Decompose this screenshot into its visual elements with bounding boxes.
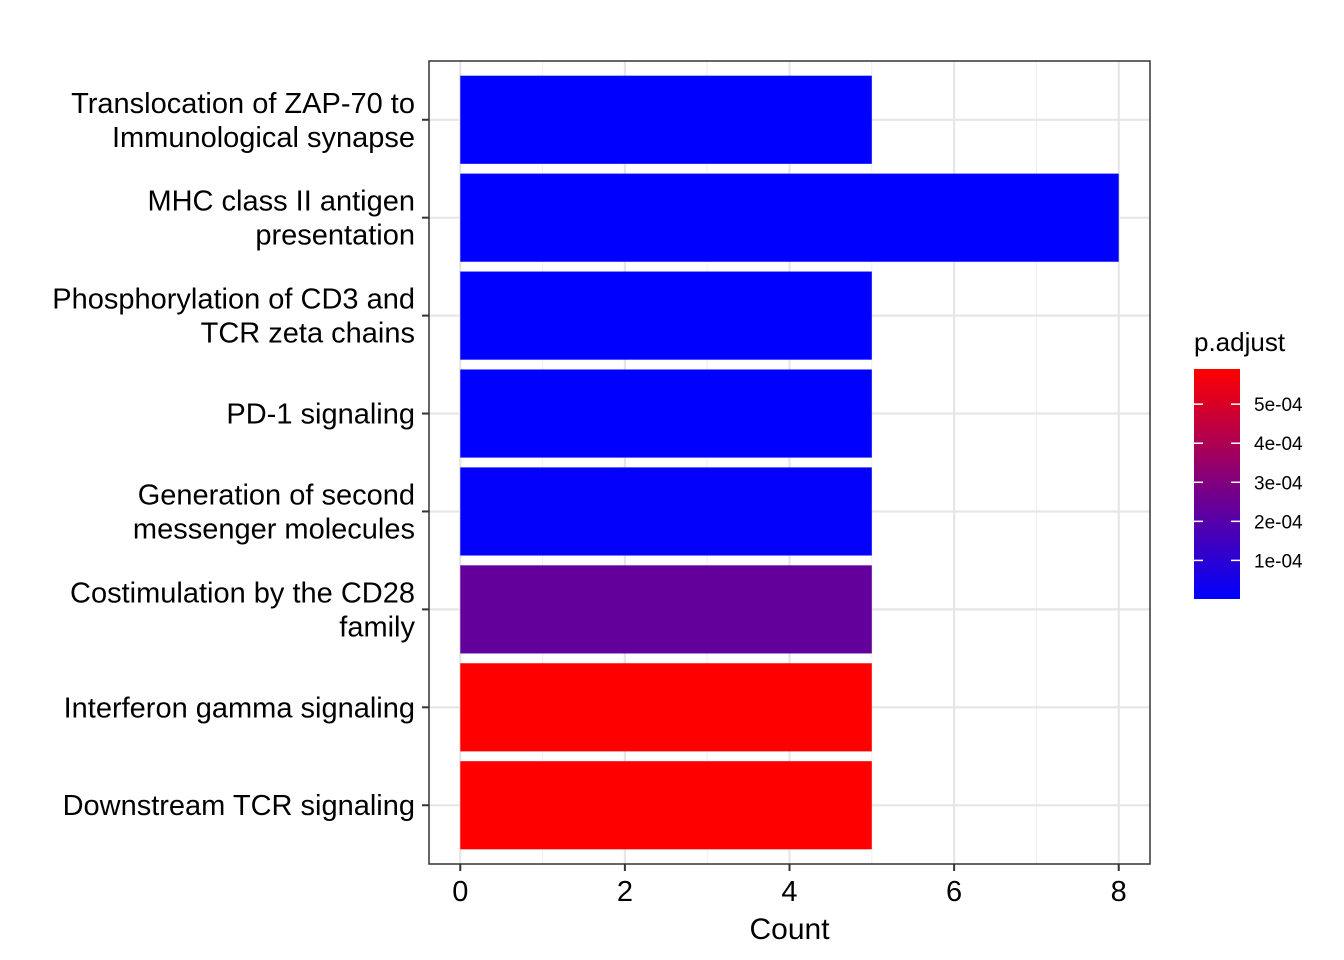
x-axis: 0 2 4 6 8 (452, 864, 1127, 908)
legend-tick-label: 2e-04 (1254, 512, 1303, 533)
y-tick-label-line: presentation (255, 220, 415, 252)
y-tick-label-line: Downstream TCR signaling (63, 790, 415, 822)
x-tick-label: 2 (617, 876, 633, 908)
bar (460, 75, 872, 164)
bar (460, 467, 872, 556)
y-axis: Translocation of ZAP-70 to Immunological … (52, 88, 429, 822)
y-tick-label-line: Costimulation by the CD28 (70, 577, 415, 609)
x-tick-label: 6 (946, 876, 962, 908)
bars (460, 75, 1119, 850)
y-tick-label-line: Interferon gamma signaling (64, 692, 415, 724)
y-tick-label: Translocation of ZAP-70 to Immunological … (71, 88, 415, 154)
bar (460, 369, 872, 458)
y-tick-label: Costimulation by the CD28 family (70, 577, 415, 643)
y-tick-label: Phosphorylation of CD3 and TCR zeta chain… (52, 284, 415, 350)
x-axis-title: Count (749, 913, 830, 946)
y-tick-label-line: PD-1 signaling (226, 399, 415, 431)
x-tick-label: 4 (781, 876, 797, 908)
y-tick-label: Downstream TCR signaling (63, 790, 415, 822)
legend-ticks: 1e-04 2e-04 3e-04 4e-04 5e-04 (1194, 395, 1303, 572)
legend-tick-label: 3e-04 (1254, 473, 1303, 494)
y-tick-label-line: Phosphorylation of CD3 and (52, 284, 415, 316)
y-tick-label: MHC class II antigen presentation (147, 186, 415, 252)
y-tick-label-line: MHC class II antigen (147, 186, 415, 218)
y-tick-label: Generation of second messenger molecules (133, 479, 415, 545)
y-tick-label-line: messenger molecules (133, 513, 415, 545)
legend-tick-label: 5e-04 (1254, 395, 1303, 416)
legend-tick-label: 1e-04 (1254, 551, 1303, 572)
x-tick-label: 0 (452, 876, 468, 908)
bar (460, 173, 1119, 262)
y-tick-label-line: Generation of second (138, 479, 415, 511)
x-tick-label: 8 (1111, 876, 1127, 908)
y-tick-label: PD-1 signaling (226, 399, 415, 431)
y-tick-label-line: TCR zeta chains (201, 318, 415, 350)
y-tick-label: Interferon gamma signaling (64, 692, 415, 724)
bar (460, 663, 872, 752)
y-tick-label-line: Translocation of ZAP-70 to (71, 88, 415, 120)
y-tick-label-line: Immunological synapse (112, 122, 415, 154)
bar (460, 271, 872, 360)
legend: p.adjust 1e-04 2e-04 3e-04 4e-04 5e-04 (1194, 327, 1303, 599)
bar (460, 565, 872, 654)
y-tick-label-line: family (339, 611, 415, 643)
legend-tick-label: 4e-04 (1254, 434, 1303, 455)
bar (460, 761, 872, 850)
legend-title: p.adjust (1194, 327, 1286, 357)
